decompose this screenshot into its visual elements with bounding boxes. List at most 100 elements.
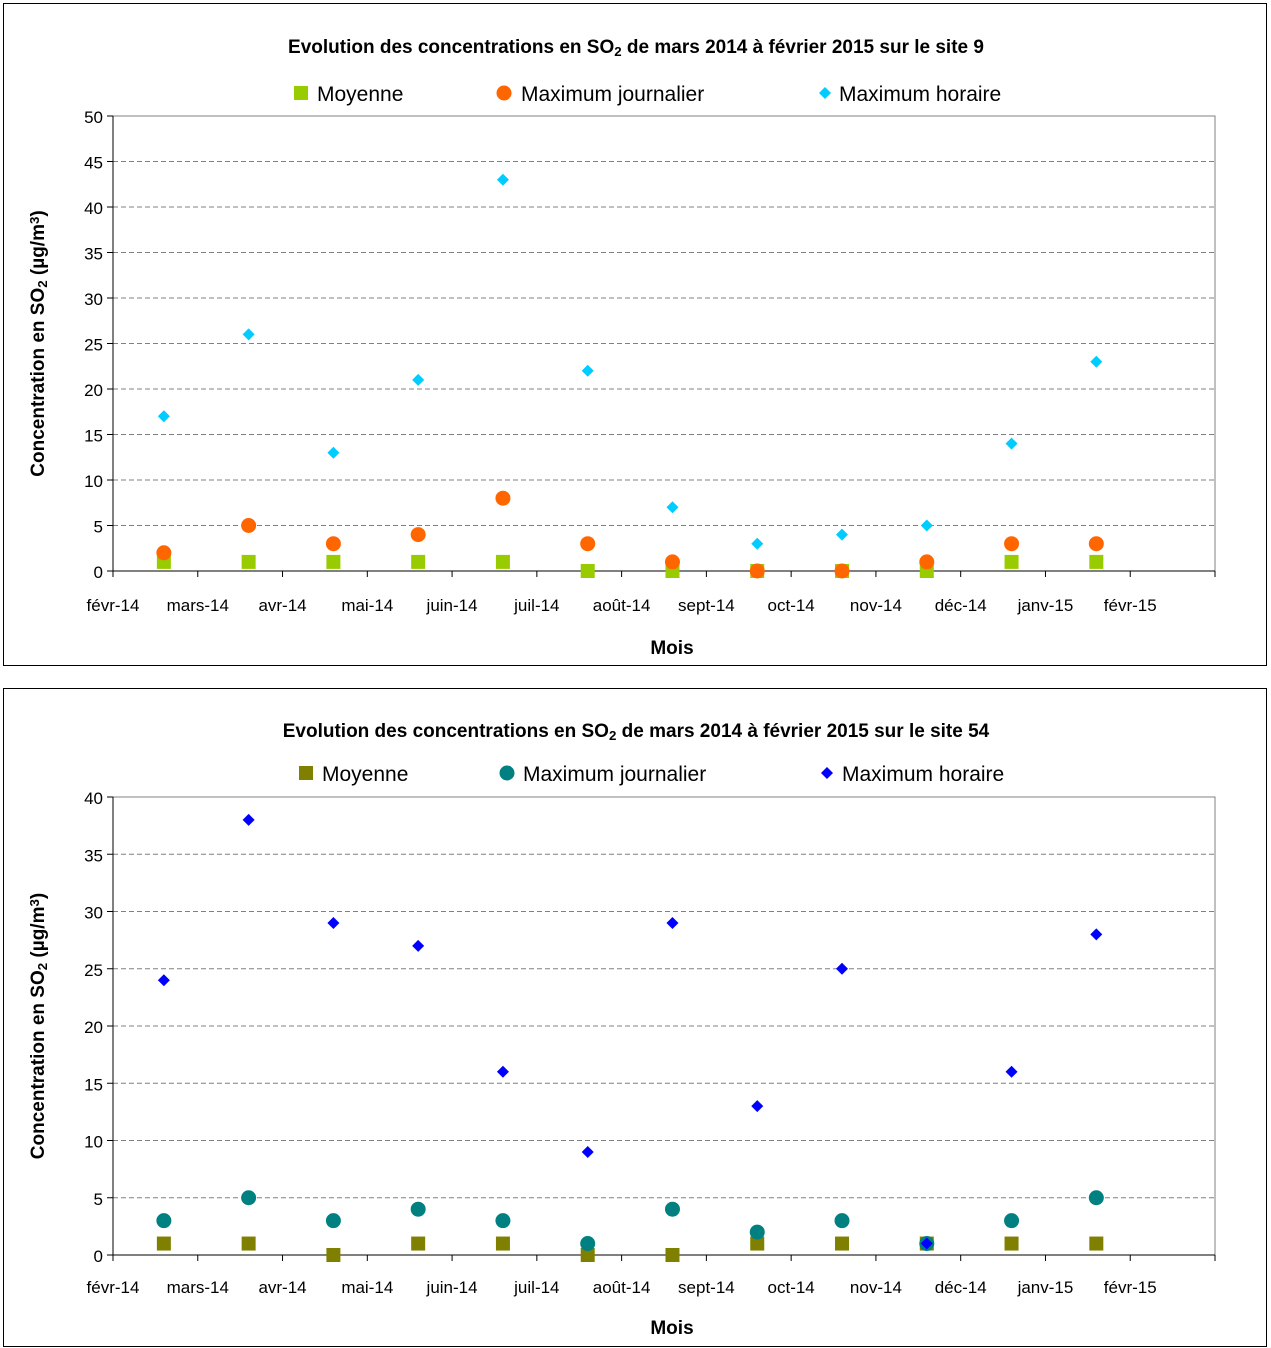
data-point-square <box>156 1236 171 1251</box>
data-point-diamond <box>327 916 340 929</box>
legend-label: Maximum journalier <box>521 83 704 106</box>
data-point-circle <box>834 563 850 579</box>
data-point-diamond <box>412 939 425 952</box>
data-point-diamond <box>581 1145 594 1158</box>
y-tick-label: 15 <box>84 427 103 446</box>
y-tick-label: 15 <box>84 1075 103 1094</box>
data-point-circle <box>410 527 426 543</box>
data-point-circle <box>834 1213 850 1229</box>
data-point-circle <box>241 1190 257 1206</box>
data-point-circle <box>410 1201 426 1217</box>
data-point-diamond <box>327 446 340 459</box>
data-point-circle <box>156 545 172 561</box>
data-point-circle <box>1004 536 1020 552</box>
data-point-diamond <box>157 974 170 987</box>
x-tick-label: avr-14 <box>258 1278 306 1297</box>
data-point-circle <box>580 1236 596 1252</box>
legend-marker-diamond <box>819 87 831 99</box>
legend-marker-square <box>299 766 313 780</box>
x-tick-label: juil-14 <box>513 596 559 615</box>
x-tick-label: août-14 <box>593 1278 651 1297</box>
chart-title: Evolution des concentrations en SO2 de m… <box>283 721 990 743</box>
data-point-circle <box>1004 1213 1020 1229</box>
data-point-diamond <box>1090 928 1103 941</box>
y-tick-label: 0 <box>94 1247 103 1266</box>
data-point-circle <box>156 1213 172 1229</box>
y-tick-label: 30 <box>84 904 103 923</box>
x-tick-label: nov-14 <box>850 1278 902 1297</box>
legend-label: Maximum horaire <box>842 763 1004 786</box>
data-point-circle <box>749 563 765 579</box>
legend-marker-square <box>294 86 308 100</box>
x-tick-label: déc-14 <box>935 1278 987 1297</box>
legend-box <box>262 754 1080 788</box>
y-tick-label: 20 <box>84 1018 103 1037</box>
data-point-square <box>750 1236 765 1251</box>
data-point-diamond <box>496 173 509 186</box>
data-point-diamond <box>836 962 849 975</box>
data-point-circle <box>325 1213 341 1229</box>
y-tick-label: 30 <box>84 290 103 309</box>
data-point-diamond <box>496 1065 509 1078</box>
data-point-square <box>580 1248 595 1262</box>
x-tick-label: févr-15 <box>1104 596 1157 615</box>
data-point-circle <box>495 1213 511 1229</box>
chart-title: Evolution des concentrations en SO2 de m… <box>288 37 984 59</box>
y-tick-label: 20 <box>84 381 103 400</box>
y-tick-label: 25 <box>84 961 103 980</box>
data-point-diamond <box>412 373 425 386</box>
y-axis-title: Concentration en SO2 (µg/m3) <box>27 210 50 476</box>
x-tick-label: mai-14 <box>341 1278 393 1297</box>
data-point-square <box>580 564 595 578</box>
x-tick-label: mars-14 <box>167 1278 229 1297</box>
x-tick-label: août-14 <box>593 596 651 615</box>
data-point-square <box>326 554 341 569</box>
x-tick-label: déc-14 <box>935 596 987 615</box>
x-tick-label: févr-15 <box>1104 1278 1157 1297</box>
y-tick-label: 10 <box>84 472 103 491</box>
data-point-diamond <box>751 1100 764 1113</box>
legend-box <box>262 74 1080 108</box>
legend-marker-diamond <box>821 767 833 779</box>
y-tick-label: 40 <box>84 789 103 808</box>
y-axis-title: Concentration en SO2 (µg/m3) <box>27 893 50 1159</box>
data-point-circle <box>325 536 341 552</box>
data-point-square <box>241 554 256 569</box>
legend-label: Moyenne <box>322 763 408 786</box>
y-tick-label: 5 <box>94 1190 103 1209</box>
data-point-circle <box>580 536 596 552</box>
data-point-diamond <box>1005 437 1018 450</box>
chart-site-54: Evolution des concentrations en SO2 de m… <box>3 688 1267 1347</box>
y-tick-label: 45 <box>84 154 103 173</box>
x-tick-label: avr-14 <box>258 596 306 615</box>
data-point-circle <box>749 1224 765 1240</box>
x-tick-label: nov-14 <box>850 596 902 615</box>
legend-marker-circle <box>496 85 512 101</box>
legend-marker-circle <box>499 765 515 781</box>
chart-site-9-svg: Evolution des concentrations en SO2 de m… <box>27 37 1216 659</box>
data-point-circle <box>919 554 935 570</box>
data-point-diamond <box>666 916 679 929</box>
x-tick-label: sept-14 <box>678 1278 735 1297</box>
data-point-square <box>665 1248 680 1262</box>
x-tick-label: oct-14 <box>768 1278 815 1297</box>
y-tick-label: 25 <box>84 336 103 355</box>
x-tick-label: févr-14 <box>87 596 140 615</box>
x-tick-label: juil-14 <box>513 1278 559 1297</box>
legend-label: Moyenne <box>317 83 403 106</box>
data-point-diamond <box>920 519 933 532</box>
legend-label: Maximum journalier <box>523 763 706 786</box>
y-tick-label: 35 <box>84 245 103 264</box>
data-point-circle <box>1088 1190 1104 1206</box>
data-point-diamond <box>157 410 170 423</box>
x-tick-label: mars-14 <box>167 596 229 615</box>
x-tick-label: juin-14 <box>426 596 478 615</box>
data-point-square <box>411 554 426 569</box>
chart-site-9: Evolution des concentrations en SO2 de m… <box>3 3 1267 666</box>
data-point-diamond <box>581 364 594 377</box>
y-tick-label: 10 <box>84 1133 103 1152</box>
data-point-circle <box>241 518 257 533</box>
data-point-diamond <box>666 501 679 514</box>
data-point-diamond <box>1005 1065 1018 1078</box>
data-point-square <box>495 554 510 569</box>
